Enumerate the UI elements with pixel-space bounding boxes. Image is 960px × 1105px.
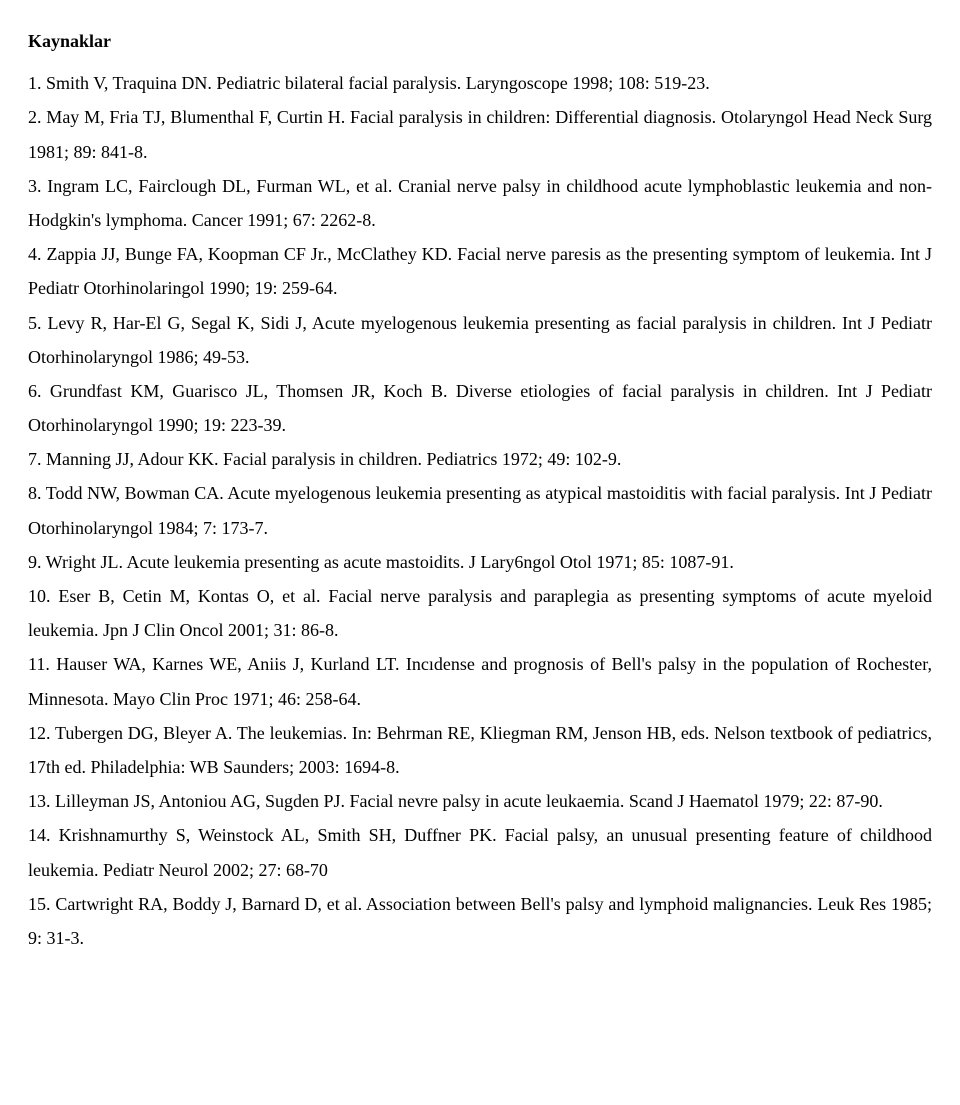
reference-item: 8. Todd NW, Bowman CA. Acute myelogenous… — [28, 476, 932, 544]
reference-item: 11. Hauser WA, Karnes WE, Aniis J, Kurla… — [28, 647, 932, 715]
reference-item: 5. Levy R, Har-El G, Segal K, Sidi J, Ac… — [28, 306, 932, 374]
reference-item: 4. Zappia JJ, Bunge FA, Koopman CF Jr., … — [28, 237, 932, 305]
reference-item: 15. Cartwright RA, Boddy J, Barnard D, e… — [28, 887, 932, 955]
reference-item: 10. Eser B, Cetin M, Kontas O, et al. Fa… — [28, 579, 932, 647]
reference-item: 7. Manning JJ, Adour KK. Facial paralysi… — [28, 442, 932, 476]
reference-item: 1. Smith V, Traquina DN. Pediatric bilat… — [28, 66, 932, 100]
reference-item: 6. Grundfast KM, Guarisco JL, Thomsen JR… — [28, 374, 932, 442]
references-list: 1. Smith V, Traquina DN. Pediatric bilat… — [28, 66, 932, 955]
reference-item: 14. Krishnamurthy S, Weinstock AL, Smith… — [28, 818, 932, 886]
reference-item: 12. Tubergen DG, Bleyer A. The leukemias… — [28, 716, 932, 784]
reference-item: 2. May M, Fria TJ, Blumenthal F, Curtin … — [28, 100, 932, 168]
reference-item: 13. Lilleyman JS, Antoniou AG, Sugden PJ… — [28, 784, 932, 818]
reference-item: 9. Wright JL. Acute leukemia presenting … — [28, 545, 932, 579]
references-heading: Kaynaklar — [28, 24, 932, 58]
reference-item: 3. Ingram LC, Fairclough DL, Furman WL, … — [28, 169, 932, 237]
